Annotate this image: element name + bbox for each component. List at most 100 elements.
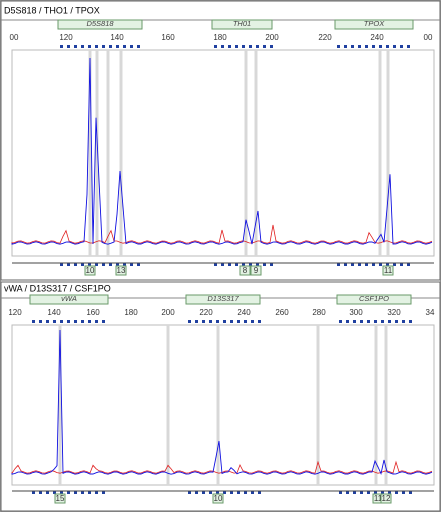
bin-marker bbox=[188, 320, 191, 323]
bin-marker bbox=[263, 263, 266, 266]
allele-box bbox=[212, 493, 224, 504]
bin-marker bbox=[32, 320, 35, 323]
bin-marker bbox=[130, 263, 133, 266]
bin-marker bbox=[88, 45, 91, 48]
bin-marker bbox=[379, 45, 382, 48]
locus-label: D13S317 bbox=[207, 294, 239, 303]
bin-marker bbox=[409, 491, 412, 494]
bin-marker bbox=[216, 320, 219, 323]
bin-marker bbox=[223, 320, 226, 323]
axis-tick-label: 200 bbox=[265, 33, 279, 42]
bin-marker bbox=[188, 491, 191, 494]
bin-marker bbox=[242, 263, 245, 266]
axis-tick-label: 200 bbox=[161, 308, 175, 317]
bin-marker bbox=[109, 45, 112, 48]
bin-marker bbox=[351, 45, 354, 48]
bin-marker bbox=[137, 263, 140, 266]
bin-marker bbox=[256, 263, 259, 266]
bin-marker bbox=[67, 45, 70, 48]
allele-call: 9 bbox=[254, 266, 259, 275]
bin-marker bbox=[388, 491, 391, 494]
red-trace bbox=[11, 460, 433, 475]
allele-call: 11 bbox=[374, 494, 383, 503]
locus-box bbox=[57, 19, 143, 30]
bin-marker bbox=[74, 491, 77, 494]
bin-marker bbox=[209, 320, 212, 323]
bin-marker bbox=[95, 491, 98, 494]
bin-marker bbox=[60, 45, 63, 48]
bin-marker bbox=[407, 263, 410, 266]
bin-marker bbox=[358, 45, 361, 48]
bin-marker bbox=[244, 320, 247, 323]
bin-marker bbox=[395, 320, 398, 323]
plot-area bbox=[11, 324, 435, 486]
bin-marker bbox=[230, 320, 233, 323]
bin-marker bbox=[374, 320, 377, 323]
bin-marker bbox=[263, 45, 266, 48]
bin-marker bbox=[237, 320, 240, 323]
bin-marker bbox=[242, 45, 245, 48]
bin-marker bbox=[402, 491, 405, 494]
bin-marker bbox=[381, 320, 384, 323]
bin-marker bbox=[195, 320, 198, 323]
bin-marker bbox=[195, 491, 198, 494]
bin-marker bbox=[337, 263, 340, 266]
bin-marker bbox=[60, 263, 63, 266]
bin-marker bbox=[95, 263, 98, 266]
bin-marker bbox=[372, 263, 375, 266]
bin-marker bbox=[365, 45, 368, 48]
bin-marker bbox=[74, 45, 77, 48]
axis-tick-label: 320 bbox=[387, 308, 401, 317]
bin-marker bbox=[400, 263, 403, 266]
locus-label: TPOX bbox=[364, 19, 385, 28]
bin-marker bbox=[81, 45, 84, 48]
locus-label: vWA bbox=[61, 294, 77, 303]
bin-marker bbox=[88, 320, 91, 323]
bin-marker bbox=[95, 45, 98, 48]
bin-marker bbox=[244, 491, 247, 494]
bin-marker bbox=[353, 491, 356, 494]
bin-marker bbox=[67, 263, 70, 266]
bin-marker bbox=[251, 320, 254, 323]
panel-title: D5S818 / THO1 / TPOX bbox=[4, 5, 100, 15]
bin-marker bbox=[209, 491, 212, 494]
axis-tick-label: 280 bbox=[312, 308, 326, 317]
bin-marker bbox=[228, 263, 231, 266]
bin-marker bbox=[214, 45, 217, 48]
bin-marker bbox=[46, 491, 49, 494]
bin-marker bbox=[60, 320, 63, 323]
axis-tick-label: 240 bbox=[237, 308, 251, 317]
bin-marker bbox=[53, 320, 56, 323]
bin-marker bbox=[81, 320, 84, 323]
axis-tick-label: 140 bbox=[47, 308, 61, 317]
axis-tick-label: 220 bbox=[318, 33, 332, 42]
bin-marker bbox=[270, 45, 273, 48]
bin-marker bbox=[249, 263, 252, 266]
bin-marker bbox=[393, 45, 396, 48]
blue-trace bbox=[11, 329, 433, 476]
panel bbox=[0, 281, 441, 512]
axis-tick-label: 220 bbox=[199, 308, 213, 317]
bin-marker bbox=[386, 45, 389, 48]
axis-tick-label: 180 bbox=[213, 33, 227, 42]
bin-marker bbox=[221, 263, 224, 266]
bin-marker bbox=[344, 263, 347, 266]
bin-marker bbox=[235, 45, 238, 48]
bin-marker bbox=[53, 491, 56, 494]
bin-marker bbox=[237, 491, 240, 494]
bin-marker bbox=[395, 491, 398, 494]
bin-marker bbox=[407, 45, 410, 48]
bin-marker bbox=[46, 320, 49, 323]
bin-marker bbox=[74, 263, 77, 266]
bin-marker bbox=[258, 491, 261, 494]
bin-marker bbox=[202, 491, 205, 494]
bin-marker bbox=[353, 320, 356, 323]
bin-marker bbox=[339, 491, 342, 494]
bin-marker bbox=[221, 45, 224, 48]
bin-marker bbox=[386, 263, 389, 266]
allele-box bbox=[382, 265, 394, 276]
axis-tick-label: 00 bbox=[424, 33, 433, 42]
plot-area bbox=[11, 49, 435, 257]
bin-marker bbox=[337, 45, 340, 48]
